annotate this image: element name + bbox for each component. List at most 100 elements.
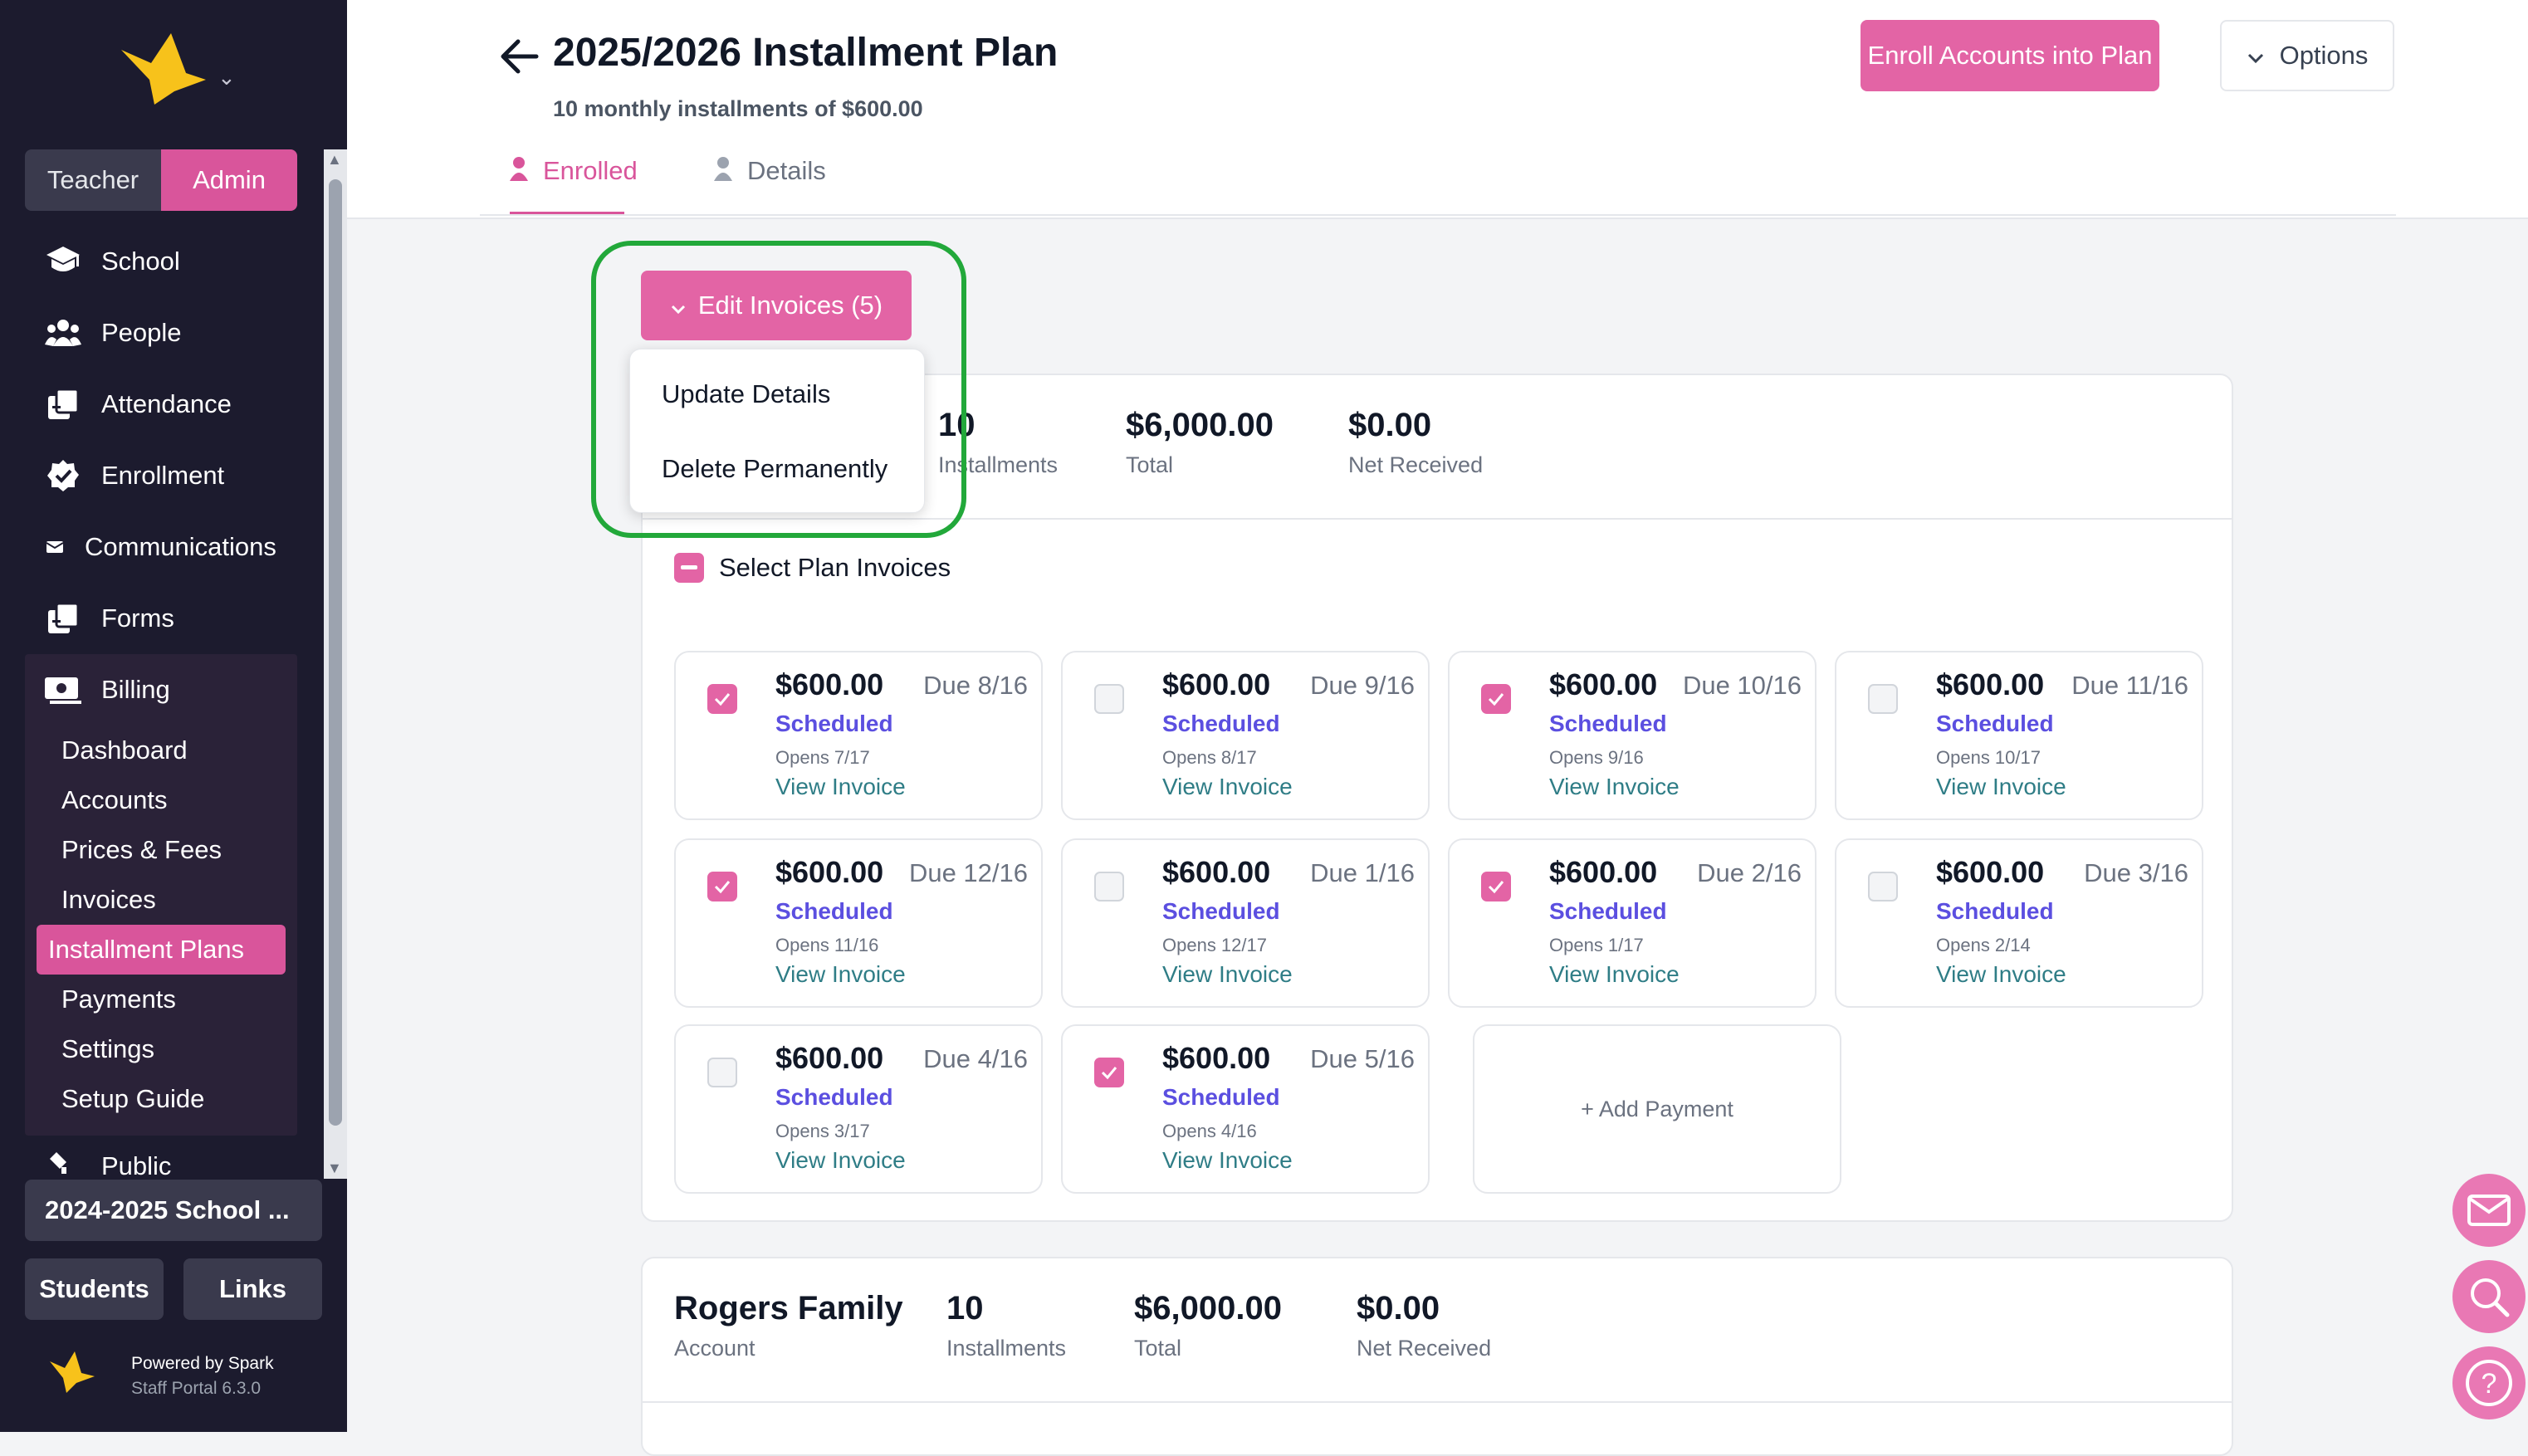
view-invoice-link[interactable]: View Invoice — [1549, 774, 1680, 799]
invoice-checkbox[interactable] — [707, 1058, 737, 1087]
invoice-checkbox[interactable] — [1094, 872, 1124, 901]
search-icon[interactable] — [2452, 1260, 2526, 1333]
invoice-amount: $600.00 — [1936, 855, 2045, 889]
spark-logo-icon[interactable] — [116, 33, 249, 116]
invoice-status: Scheduled — [775, 898, 893, 924]
sidebar-item-forms[interactable]: Forms — [25, 583, 297, 654]
view-invoice-link[interactable]: View Invoice — [1549, 961, 1680, 987]
sidebar: ⌄ Teacher Admin School People Attendance — [0, 0, 347, 1432]
sidebar-item-communications[interactable]: Communications — [25, 511, 297, 583]
invoice-card[interactable]: $600.00 Due 9/16 Scheduled Opens 8/17 View I… — [1061, 651, 1430, 820]
sidebar-item-school[interactable]: School — [25, 226, 297, 297]
sidebar-subitem-dashboard[interactable]: Dashboard — [61, 735, 188, 765]
view-invoice-link[interactable]: View Invoice — [775, 1147, 906, 1173]
invoice-status: Scheduled — [1162, 898, 1280, 924]
menu-item-delete-permanently[interactable]: Delete Permanently — [662, 454, 888, 483]
tab-enrolled[interactable]: Enrolled — [510, 149, 638, 216]
invoice-card[interactable]: $600.00 Due 12/16 Scheduled Opens 11/16 View… — [674, 838, 1043, 1008]
sidebar-subitem-prices-fees[interactable]: Prices & Fees — [61, 835, 222, 864]
school-year-selector[interactable]: 2024-2025 School ... — [25, 1180, 322, 1241]
invoice-checkbox[interactable] — [1481, 684, 1511, 714]
sidebar-subitem-accounts[interactable]: Accounts — [61, 785, 168, 814]
invoice-opens-date: Opens 1/17 — [1549, 935, 1644, 955]
select-plan-invoices[interactable]: Select Plan Invoices — [674, 553, 951, 583]
mail-icon[interactable] — [2452, 1174, 2526, 1247]
page-subtitle: 10 monthly installments of $600.00 — [553, 96, 923, 121]
invoice-card[interactable]: $600.00 Due 2/16 Scheduled Opens 1/17 View I… — [1448, 838, 1817, 1008]
attendance-icon — [45, 386, 81, 423]
scrollbar-thumb[interactable] — [329, 179, 342, 1126]
edit-invoices-button[interactable]: Edit Invoices (5) — [641, 271, 912, 340]
invoice-opens-date: Opens 2/14 — [1936, 935, 2031, 955]
invoice-card[interactable]: $600.00 Due 3/16 Scheduled Opens 2/14 View I… — [1835, 838, 2203, 1008]
invoice-card[interactable]: $600.00 Due 5/16 Scheduled Opens 4/16 View I… — [1061, 1024, 1430, 1194]
chevron-down-icon[interactable]: ⌄ — [218, 65, 236, 90]
enroll-accounts-button[interactable]: Enroll Accounts into Plan — [1861, 20, 2159, 91]
role-toggle: Teacher Admin — [25, 149, 297, 211]
sidebar-subitem-setup-guide[interactable]: Setup Guide — [61, 1084, 205, 1113]
invoice-amount: $600.00 — [1162, 855, 1271, 889]
stat-value: $6,000.00 — [1134, 1290, 1282, 1327]
view-invoice-link[interactable]: View Invoice — [1162, 774, 1293, 799]
invoice-checkbox[interactable] — [707, 684, 737, 714]
back-arrow-icon[interactable] — [496, 33, 546, 80]
view-invoice-link[interactable]: View Invoice — [775, 774, 906, 799]
view-invoice-link[interactable]: View Invoice — [1162, 961, 1293, 987]
invoice-card[interactable]: $600.00 Due 4/16 Scheduled Opens 3/17 View I… — [674, 1024, 1043, 1194]
stat-value: $6,000.00 — [1126, 407, 1274, 443]
sidebar-subitem-invoices[interactable]: Invoices — [61, 885, 156, 914]
links-button[interactable]: Links — [183, 1258, 322, 1320]
invoice-card[interactable]: $600.00 Due 1/16 Scheduled Opens 12/17 View … — [1061, 838, 1430, 1008]
invoice-checkbox[interactable] — [1868, 684, 1898, 714]
invoice-amount: $600.00 — [1162, 1041, 1271, 1075]
invoice-checkbox[interactable] — [1094, 1058, 1124, 1087]
sidebar-subitem-payments[interactable]: Payments — [61, 985, 176, 1014]
invoice-amount: $600.00 — [775, 667, 884, 701]
invoice-checkbox[interactable] — [1481, 872, 1511, 901]
options-button[interactable]: Options — [2220, 20, 2394, 91]
add-payment-button[interactable]: + Add Payment — [1473, 1024, 1841, 1194]
tab-details[interactable]: Details — [714, 149, 826, 222]
scroll-down-icon[interactable]: ▼ — [327, 1160, 342, 1176]
invoice-opens-date: Opens 3/17 — [775, 1121, 870, 1141]
invoice-checkbox[interactable] — [1094, 684, 1124, 714]
tab-label: Enrolled — [543, 156, 638, 185]
view-invoice-link[interactable]: View Invoice — [775, 961, 906, 987]
role-admin-button[interactable]: Admin — [161, 149, 297, 211]
stat-label: Net Received — [1357, 1336, 1492, 1361]
sidebar-item-label: Enrollment — [101, 461, 225, 490]
sidebar-item-billing[interactable]: Billing — [25, 654, 297, 726]
sidebar-item-public[interactable]: Public — [25, 1137, 317, 1195]
invoice-checkbox[interactable] — [707, 872, 737, 901]
scroll-up-icon[interactable]: ▲ — [327, 151, 342, 168]
spark-small-logo-icon — [50, 1351, 95, 1393]
menu-item-update-details[interactable]: Update Details — [662, 379, 831, 408]
edit-invoices-label: Edit Invoices (5) — [697, 291, 883, 320]
sidebar-item-enrollment[interactable]: Enrollment — [25, 440, 297, 511]
invoice-opens-date: Opens 11/16 — [775, 935, 879, 955]
sidebar-item-people[interactable]: People — [25, 297, 297, 369]
stat-net-received: $0.00 Net Received — [1357, 1290, 1491, 1361]
invoice-status: Scheduled — [1162, 711, 1280, 736]
view-invoice-link[interactable]: View Invoice — [1162, 1147, 1293, 1173]
invoice-opens-date: Opens 9/16 — [1549, 747, 1644, 768]
sidebar-subitem-installment-plans[interactable]: Installment Plans — [37, 925, 286, 975]
help-icon[interactable]: ? — [2452, 1346, 2526, 1419]
invoice-card[interactable]: $600.00 Due 8/16 Scheduled Opens 7/17 View I… — [674, 651, 1043, 820]
invoice-opens-date: Opens 7/17 — [775, 747, 870, 768]
chevron-down-icon — [2247, 41, 2265, 71]
invoice-card[interactable]: $600.00 Due 11/16 Scheduled Opens 10/17 View… — [1835, 651, 2203, 820]
view-invoice-link[interactable]: View Invoice — [1936, 961, 2066, 987]
invoice-checkbox[interactable] — [1868, 872, 1898, 901]
sidebar-subitem-settings[interactable]: Settings — [61, 1034, 155, 1063]
page-title: 2025/2026 Installment Plan — [553, 31, 1059, 75]
students-button[interactable]: Students — [25, 1258, 164, 1320]
sidebar-scrollbar[interactable]: ▲ ▼ — [324, 149, 347, 1179]
view-invoice-link[interactable]: View Invoice — [1936, 774, 2066, 799]
invoice-card[interactable]: $600.00 Due 10/16 Scheduled Opens 9/16 View … — [1448, 651, 1817, 820]
role-teacher-button[interactable]: Teacher — [25, 149, 161, 211]
sidebar-item-attendance[interactable]: Attendance — [25, 369, 297, 440]
billing-icon — [45, 672, 81, 708]
indeterminate-checkbox[interactable] — [674, 553, 704, 583]
sidebar-bottom-buttons: Students Links — [25, 1258, 322, 1320]
